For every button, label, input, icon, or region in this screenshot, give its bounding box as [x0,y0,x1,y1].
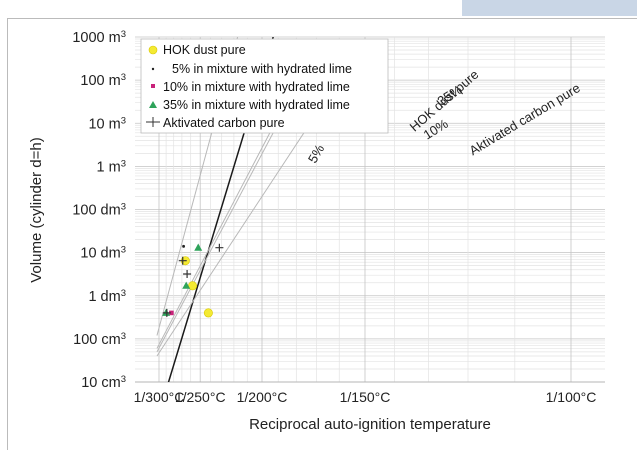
legend-label-5pct: 5% in mixture with hydrated lime [172,62,352,76]
legend-item-10pct: 10% in mixture with hydrated lime [151,80,350,94]
fit-line [156,122,311,357]
legend-marker-hok-dust [148,45,158,55]
data-point [162,308,171,317]
legend: HOK dust pure 5% in mixture with hydrate… [140,38,389,134]
corner-tab [462,0,637,16]
data-point [182,281,191,289]
legend-marker-35pct [149,101,157,108]
y-tick-label: 100 dm3 [72,201,126,219]
y-tick-labels: 10 cm3 100 cm3 1 dm3 10 dm3 100 dm3 1 m3 10 m3… [72,29,126,392]
y-tick-label: 10 dm3 [80,244,126,262]
legend-marker-10pct [151,84,155,88]
y-axis-title: Volume (cylinder d=h) [28,137,45,283]
data-point [194,243,203,251]
x-tick-label: 1/200°C [237,389,288,405]
x-tick-label: 1/250°C [175,389,226,405]
data-point [215,243,224,252]
y-tick-label: 100 cm3 [73,330,126,348]
legend-label-hok-dust: HOK dust pure [163,43,246,57]
legend-item-35pct: 35% in mixture with hydrated lime [149,98,350,112]
x-tick-label: 1/100°C [546,389,597,405]
frame-top-border [7,18,637,19]
y-tick-label: 1000 m3 [72,29,126,47]
fit-line [156,123,276,349]
data-point [169,310,174,316]
data-points-layer [162,243,224,318]
y-tick-label: 100 m3 [80,72,126,90]
y-tick-label: 10 m3 [88,115,126,133]
legend-label-35pct: 35% in mixture with hydrated lime [163,98,350,112]
y-tick-label: 1 dm3 [88,287,126,305]
data-point [182,244,185,248]
x-tick-label: 1/300°C [134,389,185,405]
fit-line [156,123,279,353]
frame-left-border [7,18,8,450]
x-axis-title: Reciprocal auto-ignition temperature [249,416,491,433]
legend-item-5pct: 5% in mixture with hydrated lime [151,62,352,76]
x-tick-labels: 1/300°C1/250°C 1/200°C 1/150°C 1/100°C [134,389,597,405]
legend-item-carbon: Aktivated carbon pure [146,116,285,130]
legend-item-hok-dust: HOK dust pure [148,43,246,57]
legend-label-carbon: Aktivated carbon pure [163,116,285,130]
legend-box [140,38,389,134]
x-tick-label: 1/150°C [340,389,391,405]
data-point [178,256,187,265]
legend-marker-5pct [151,67,155,71]
y-tick-label: 10 cm3 [81,374,126,392]
data-point [203,308,213,318]
data-point [183,269,192,278]
legend-label-10pct: 10% in mixture with hydrated lime [163,80,350,94]
y-tick-label: 1 m3 [97,158,126,176]
